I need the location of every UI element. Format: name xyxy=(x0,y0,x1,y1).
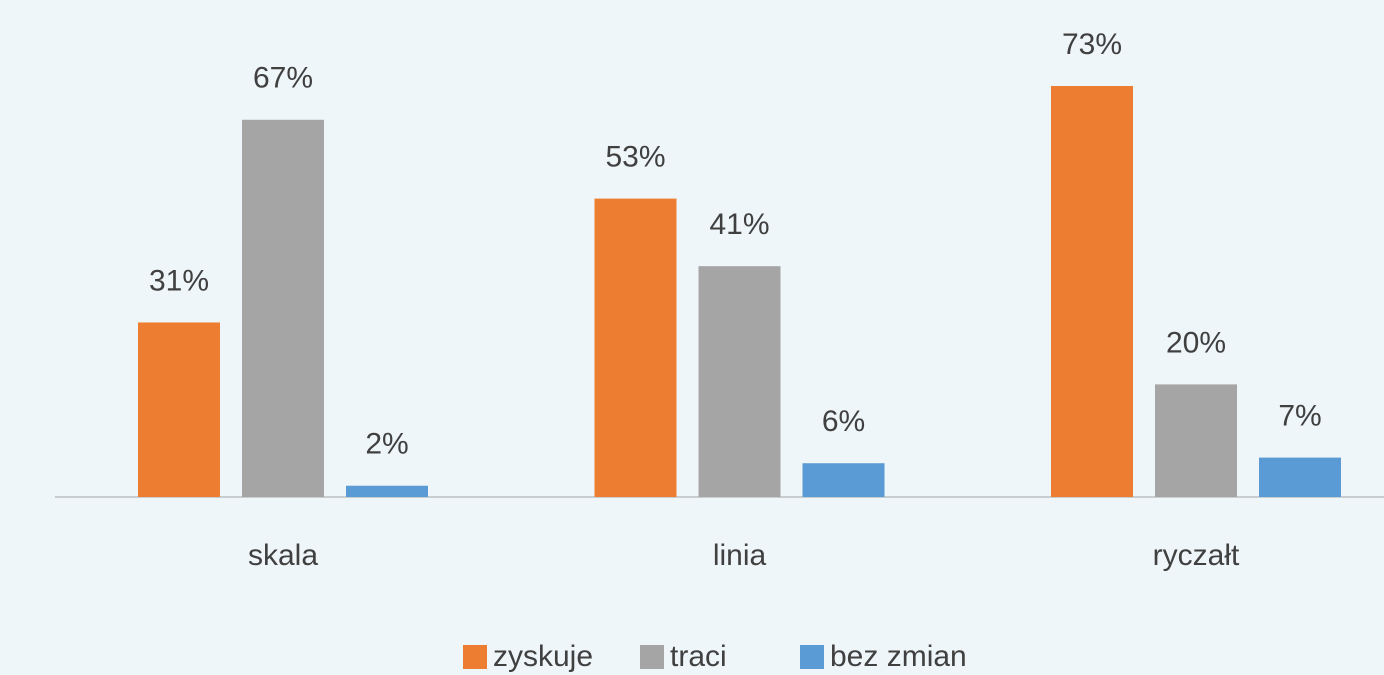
bar xyxy=(698,266,781,497)
bar xyxy=(1259,457,1341,497)
bar xyxy=(594,198,677,498)
data-label: 73% xyxy=(1062,28,1122,61)
bar xyxy=(1155,384,1237,497)
legend-label: bez zmian xyxy=(830,640,967,673)
legend-swatch xyxy=(640,645,664,669)
data-label: 31% xyxy=(149,264,209,297)
data-label: 7% xyxy=(1278,400,1321,433)
data-label: 6% xyxy=(822,405,865,438)
bar xyxy=(802,463,885,497)
bar xyxy=(346,485,428,497)
x-tick-label: ryczałt xyxy=(1153,539,1240,572)
bar xyxy=(138,322,220,497)
data-label: 53% xyxy=(605,141,665,174)
data-label: 20% xyxy=(1166,326,1226,359)
bar xyxy=(242,119,324,497)
x-tick-label: linia xyxy=(713,539,767,572)
x-tick-label: skala xyxy=(248,539,318,572)
data-label: 67% xyxy=(253,62,313,95)
bar xyxy=(1051,86,1133,497)
legend-label: zyskuje xyxy=(493,640,593,673)
data-label: 41% xyxy=(709,208,769,241)
legend-swatch xyxy=(463,645,487,669)
legend-label: traci xyxy=(670,640,727,673)
legend-swatch xyxy=(800,645,824,669)
data-label: 2% xyxy=(365,428,408,461)
